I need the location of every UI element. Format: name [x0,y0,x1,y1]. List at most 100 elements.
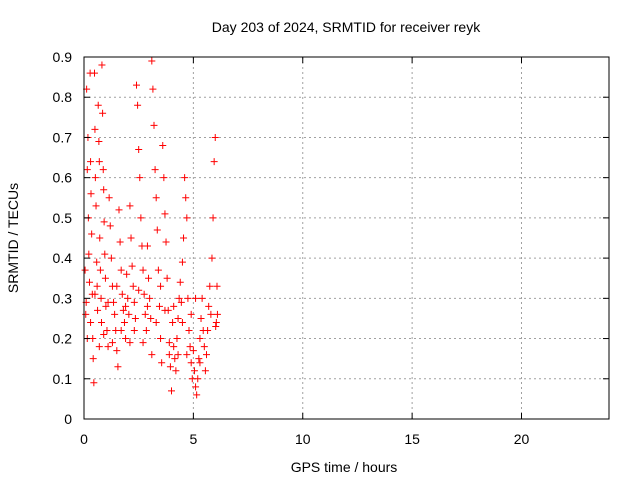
data-point [209,214,217,222]
data-point [143,302,151,310]
y-tick-label: 0.1 [53,371,73,387]
data-point [136,174,144,182]
data-point [120,318,128,326]
data-point [158,359,166,367]
data-point [91,125,99,133]
data-point [108,339,116,347]
data-point [187,359,195,367]
data-point [133,81,140,89]
data-point [174,351,182,359]
y-tick-label: 0.6 [53,170,73,186]
data-point [96,266,104,274]
data-point [95,158,103,166]
data-point [178,258,186,266]
grid-lines [84,57,609,419]
data-point [183,351,191,359]
data-point [87,190,95,198]
data-point [196,359,204,367]
data-point [166,363,174,371]
x-axis-ticks: 0 5 10 15 20 [80,57,529,447]
data-point [82,310,90,318]
x-axis-label: GPS time / hours [291,459,398,475]
data-point [152,194,160,202]
data-point [100,218,108,226]
plot-border [83,56,610,420]
data-point [159,141,167,149]
data-point [142,327,150,335]
data-point [207,310,215,318]
data-point [183,214,191,222]
data-point [181,174,189,182]
data-point [152,318,160,326]
data-point [157,335,165,343]
y-tick-label: 0 [64,411,72,427]
data-point [81,266,89,274]
data-point [203,351,210,359]
data-point [169,318,177,326]
data-point [135,286,143,294]
data-point [170,302,178,310]
data-point [97,294,105,302]
data-point [113,347,121,355]
data-point [125,310,133,318]
data-point [85,250,93,258]
data-point [118,290,126,298]
data-point [141,310,149,318]
data-point [104,298,112,306]
data-point [116,238,124,246]
data-point [115,206,123,214]
y-axis-label: SRMTID / TECUs [5,183,21,293]
y-tick-label: 0.4 [53,250,73,266]
data-point [148,57,156,65]
data-point [206,282,214,290]
data-point [101,250,109,258]
data-point [103,327,111,335]
data-point [198,294,206,302]
data-point [111,310,119,318]
data-point [184,294,192,302]
data-point [122,335,130,343]
x-tick-label: 0 [80,431,88,447]
data-point [143,242,151,250]
data-point [101,274,109,282]
data-point [96,234,104,242]
data-point [114,363,122,371]
data-point [147,314,155,322]
data-point [170,343,178,351]
data-point [211,133,219,141]
data-point [187,310,195,318]
data-point [213,310,221,318]
data-point [177,298,185,306]
data-point [87,158,95,166]
data-point [129,282,137,290]
data-point [161,210,169,218]
data-point [186,343,194,351]
data-point [88,230,96,238]
data-point [205,302,213,310]
x-tick-label: 15 [404,431,420,447]
y-tick-label: 0.8 [53,89,73,105]
data-point [193,391,201,399]
data-point [139,339,147,347]
data-point [196,335,204,343]
data-point [157,282,165,290]
data-point [94,101,102,109]
data-point [134,101,142,109]
data-point [122,302,130,310]
data-point [93,282,101,290]
data-point [172,367,180,375]
data-point [185,327,193,335]
data-point [195,355,203,363]
data-point [99,166,107,174]
data-point [139,266,147,274]
data-point [100,186,108,194]
data-point [87,318,95,326]
data-point [137,214,145,222]
data-point [128,262,136,270]
data-point [208,254,216,262]
data-point [162,238,170,246]
data-point [98,61,106,69]
data-point [165,351,173,359]
data-point [131,314,139,322]
